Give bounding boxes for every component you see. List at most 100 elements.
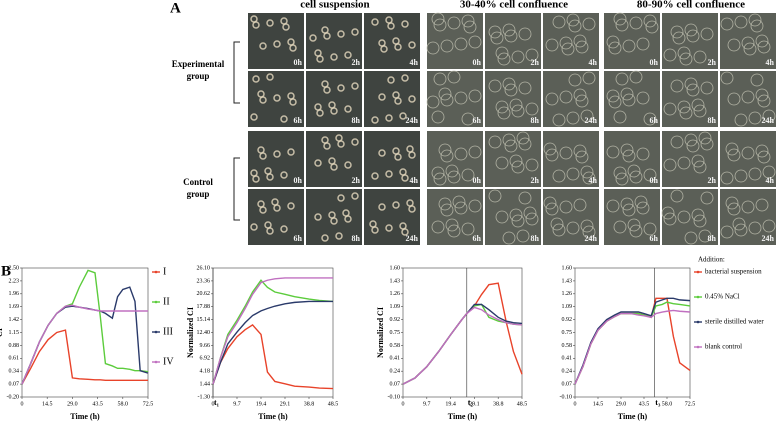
cell: [543, 196, 557, 210]
cell: [495, 156, 509, 170]
cell: [573, 198, 587, 212]
cell: [677, 156, 691, 170]
event-label: t₂: [468, 398, 474, 407]
cell: [693, 214, 707, 228]
cell: [445, 164, 459, 178]
cell: [440, 203, 454, 217]
cell: [509, 154, 523, 168]
cell: [337, 84, 345, 92]
y-tick-label: 17.88: [197, 304, 211, 310]
y-tick-label: 0.92: [390, 317, 401, 323]
row-label: Control group: [183, 177, 213, 199]
cell: [452, 195, 466, 209]
cell: [289, 44, 297, 52]
cell: [734, 169, 748, 183]
cell: [385, 170, 393, 178]
time-label: 6h: [473, 234, 482, 243]
cell: [762, 165, 776, 179]
cell: [606, 199, 620, 213]
cell: [426, 95, 440, 109]
cell: [627, 218, 641, 232]
cell: [693, 160, 707, 174]
cell: [371, 172, 379, 180]
cell: [629, 70, 643, 84]
cell: [755, 88, 769, 102]
x-axis-label: Time (h): [258, 412, 288, 421]
cell: [378, 149, 386, 157]
legend-dot: [154, 270, 158, 274]
cell: [643, 14, 657, 28]
cell: [497, 106, 511, 120]
cell: [615, 72, 629, 86]
cell: [543, 142, 557, 156]
legend-title: Addition:: [698, 256, 725, 264]
cell: [344, 105, 352, 113]
time-label: 4h: [589, 58, 598, 67]
cell: [323, 32, 331, 40]
cell: [259, 152, 267, 160]
x-tick-label: 29.0: [616, 401, 627, 407]
y-tick-label: 26.10: [197, 265, 211, 271]
y-tick-label: 0.58: [562, 343, 573, 349]
cell: [559, 90, 573, 104]
cell: [720, 17, 734, 31]
y-tick-label: 1.43: [562, 278, 573, 284]
bracket: [233, 157, 240, 221]
cell: [613, 110, 627, 124]
cell: [495, 46, 509, 60]
x-tick-label: 48.5: [328, 401, 339, 407]
panel-a-label: A: [170, 0, 181, 16]
cell: [316, 55, 324, 63]
cell: [645, 20, 659, 34]
x-tick-label: 19.4: [256, 401, 267, 407]
cell: [615, 172, 629, 186]
cell: [250, 113, 258, 121]
time-label: 24h: [406, 234, 419, 243]
series-line: [574, 309, 691, 385]
cell: [620, 143, 634, 157]
cell: [351, 28, 359, 36]
legend-label: I: [163, 266, 166, 277]
cell: [552, 15, 566, 29]
y-tick-label: 0.88: [9, 343, 20, 349]
cell: [748, 111, 762, 125]
cell: [734, 223, 748, 237]
x-tick-label: 9.7: [233, 401, 241, 407]
cell: [447, 224, 461, 238]
time-label: 6h: [294, 234, 303, 243]
y-tick-label: 0.34: [9, 369, 20, 375]
cell: [686, 139, 700, 153]
x-tick-label: 38.8: [304, 401, 315, 407]
cell: [385, 224, 393, 232]
cell: [629, 170, 643, 184]
cell: [629, 16, 643, 30]
cell: [582, 71, 596, 85]
time-label: 4h: [766, 58, 775, 67]
cell: [700, 191, 714, 205]
cell: [273, 40, 281, 48]
micrograph: [604, 71, 660, 127]
y-tick-label: 0.24: [562, 369, 573, 375]
cell: [748, 13, 762, 27]
cell: [266, 73, 274, 81]
cell: [433, 72, 447, 86]
cell: [525, 212, 539, 226]
y-tick-label: 1.26: [390, 291, 401, 297]
cell: [698, 229, 712, 243]
cell: [748, 167, 762, 181]
cell: [426, 41, 440, 55]
cell: [408, 151, 416, 159]
cell: [686, 83, 700, 97]
time-label: 24h: [406, 116, 419, 125]
x-axis-label: Time (h): [618, 412, 648, 421]
cell: [566, 221, 580, 235]
cell: [523, 206, 537, 220]
cell: [511, 50, 525, 64]
series-line: [212, 277, 333, 385]
cell: [762, 109, 776, 123]
cell: [698, 131, 712, 145]
cell: [447, 170, 461, 184]
cell: [525, 48, 539, 62]
cell: [330, 53, 338, 61]
